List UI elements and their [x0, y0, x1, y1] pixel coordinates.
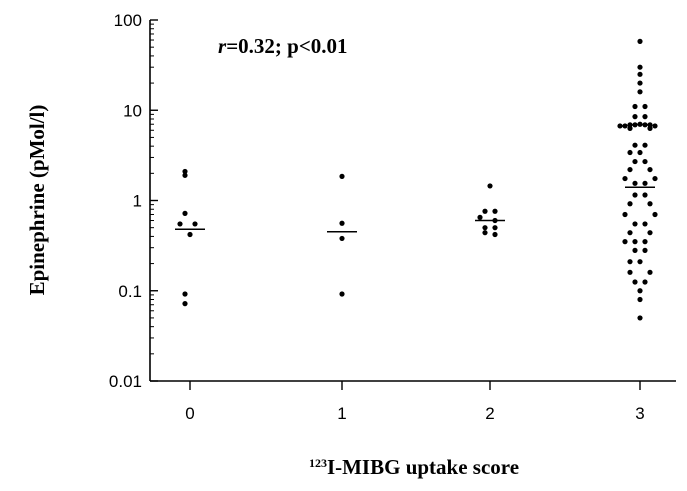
data-point [339, 220, 345, 226]
data-point [627, 122, 633, 128]
data-point [632, 122, 638, 128]
axes [149, 20, 676, 382]
data-point [642, 114, 648, 120]
data-point [482, 225, 488, 231]
data-point [339, 235, 345, 242]
data-point [182, 210, 188, 216]
data-point [642, 158, 648, 165]
data-point [192, 221, 198, 227]
data-point [637, 38, 643, 44]
data-point [652, 123, 658, 129]
data-point [647, 125, 653, 131]
data-point [627, 259, 633, 265]
data-point [339, 173, 345, 179]
data-point [182, 168, 188, 175]
data-point [642, 221, 648, 227]
data-point [647, 122, 653, 128]
data-point [642, 279, 648, 285]
data-points [177, 38, 658, 321]
data-point [632, 180, 638, 186]
data-point [627, 166, 633, 173]
data-point [637, 259, 643, 265]
data-point [647, 166, 653, 173]
data-point [632, 239, 638, 245]
r-symbol: r [218, 34, 227, 58]
data-point [637, 288, 643, 294]
median-lines [175, 186, 655, 233]
data-point [617, 123, 623, 129]
data-point [632, 142, 638, 148]
data-point [632, 192, 638, 198]
data-point [182, 291, 188, 297]
data-point [647, 269, 653, 275]
data-point [642, 180, 648, 186]
data-point [632, 158, 638, 165]
data-point [632, 114, 638, 120]
data-point [627, 125, 633, 131]
data-point [182, 172, 188, 178]
y-tick-label: 0.1 [118, 282, 142, 301]
data-point [482, 230, 488, 236]
y-tick-label: 0.01 [109, 372, 142, 391]
data-point [632, 103, 638, 110]
correlation-text: =0.32; p<0.01 [226, 34, 347, 58]
data-point [642, 122, 648, 128]
x-tick-label: 3 [635, 404, 644, 423]
data-point [177, 221, 183, 227]
x-axis-title: 123I-MIBG uptake score [309, 455, 519, 479]
data-point [637, 121, 643, 127]
data-point [652, 211, 658, 218]
data-point [187, 231, 193, 238]
data-point [482, 208, 488, 214]
data-point [642, 103, 648, 110]
x-ticks: 0 1 2 3 [185, 381, 645, 423]
data-point [627, 149, 633, 156]
data-point [182, 301, 188, 307]
data-point [637, 80, 643, 86]
data-point [627, 201, 633, 207]
data-point [642, 239, 648, 245]
data-point [637, 315, 643, 321]
data-point [632, 247, 638, 253]
data-point [622, 239, 628, 245]
y-tick-label: 100 [114, 11, 142, 30]
data-point [647, 201, 653, 207]
data-point [492, 231, 498, 238]
data-point [632, 279, 638, 285]
x-tick-label: 1 [337, 404, 346, 423]
correlation-annotation: r=0.32; p<0.01 [218, 34, 348, 58]
data-point [627, 269, 633, 275]
data-point [487, 183, 493, 189]
data-point [652, 175, 658, 182]
x-axis-title-text: I-MIBG uptake score [327, 455, 519, 479]
data-point [637, 71, 643, 77]
y-tick-label: 1 [133, 192, 142, 211]
x-tick-label: 0 [185, 404, 194, 423]
data-point [642, 192, 648, 198]
data-point [477, 214, 483, 220]
data-point [647, 230, 653, 236]
data-point [637, 64, 643, 70]
data-point [637, 296, 643, 303]
data-point [642, 247, 648, 253]
data-point [622, 211, 628, 218]
data-point [642, 142, 648, 148]
x-tick-label: 2 [485, 404, 494, 423]
y-ticks: 100 10 1 0.1 0.01 [109, 11, 158, 391]
x-axis-title-superscript: 123 [309, 456, 327, 470]
y-axis-title: Epinephrine (pMol/l) [25, 105, 49, 296]
data-point [492, 208, 498, 214]
data-point [637, 89, 643, 95]
data-point [622, 175, 628, 182]
y-tick-label: 10 [123, 101, 142, 120]
data-point [627, 230, 633, 236]
data-point [622, 123, 628, 129]
data-point [492, 225, 498, 231]
data-point [339, 291, 345, 297]
data-point [637, 149, 643, 156]
data-point [632, 221, 638, 227]
